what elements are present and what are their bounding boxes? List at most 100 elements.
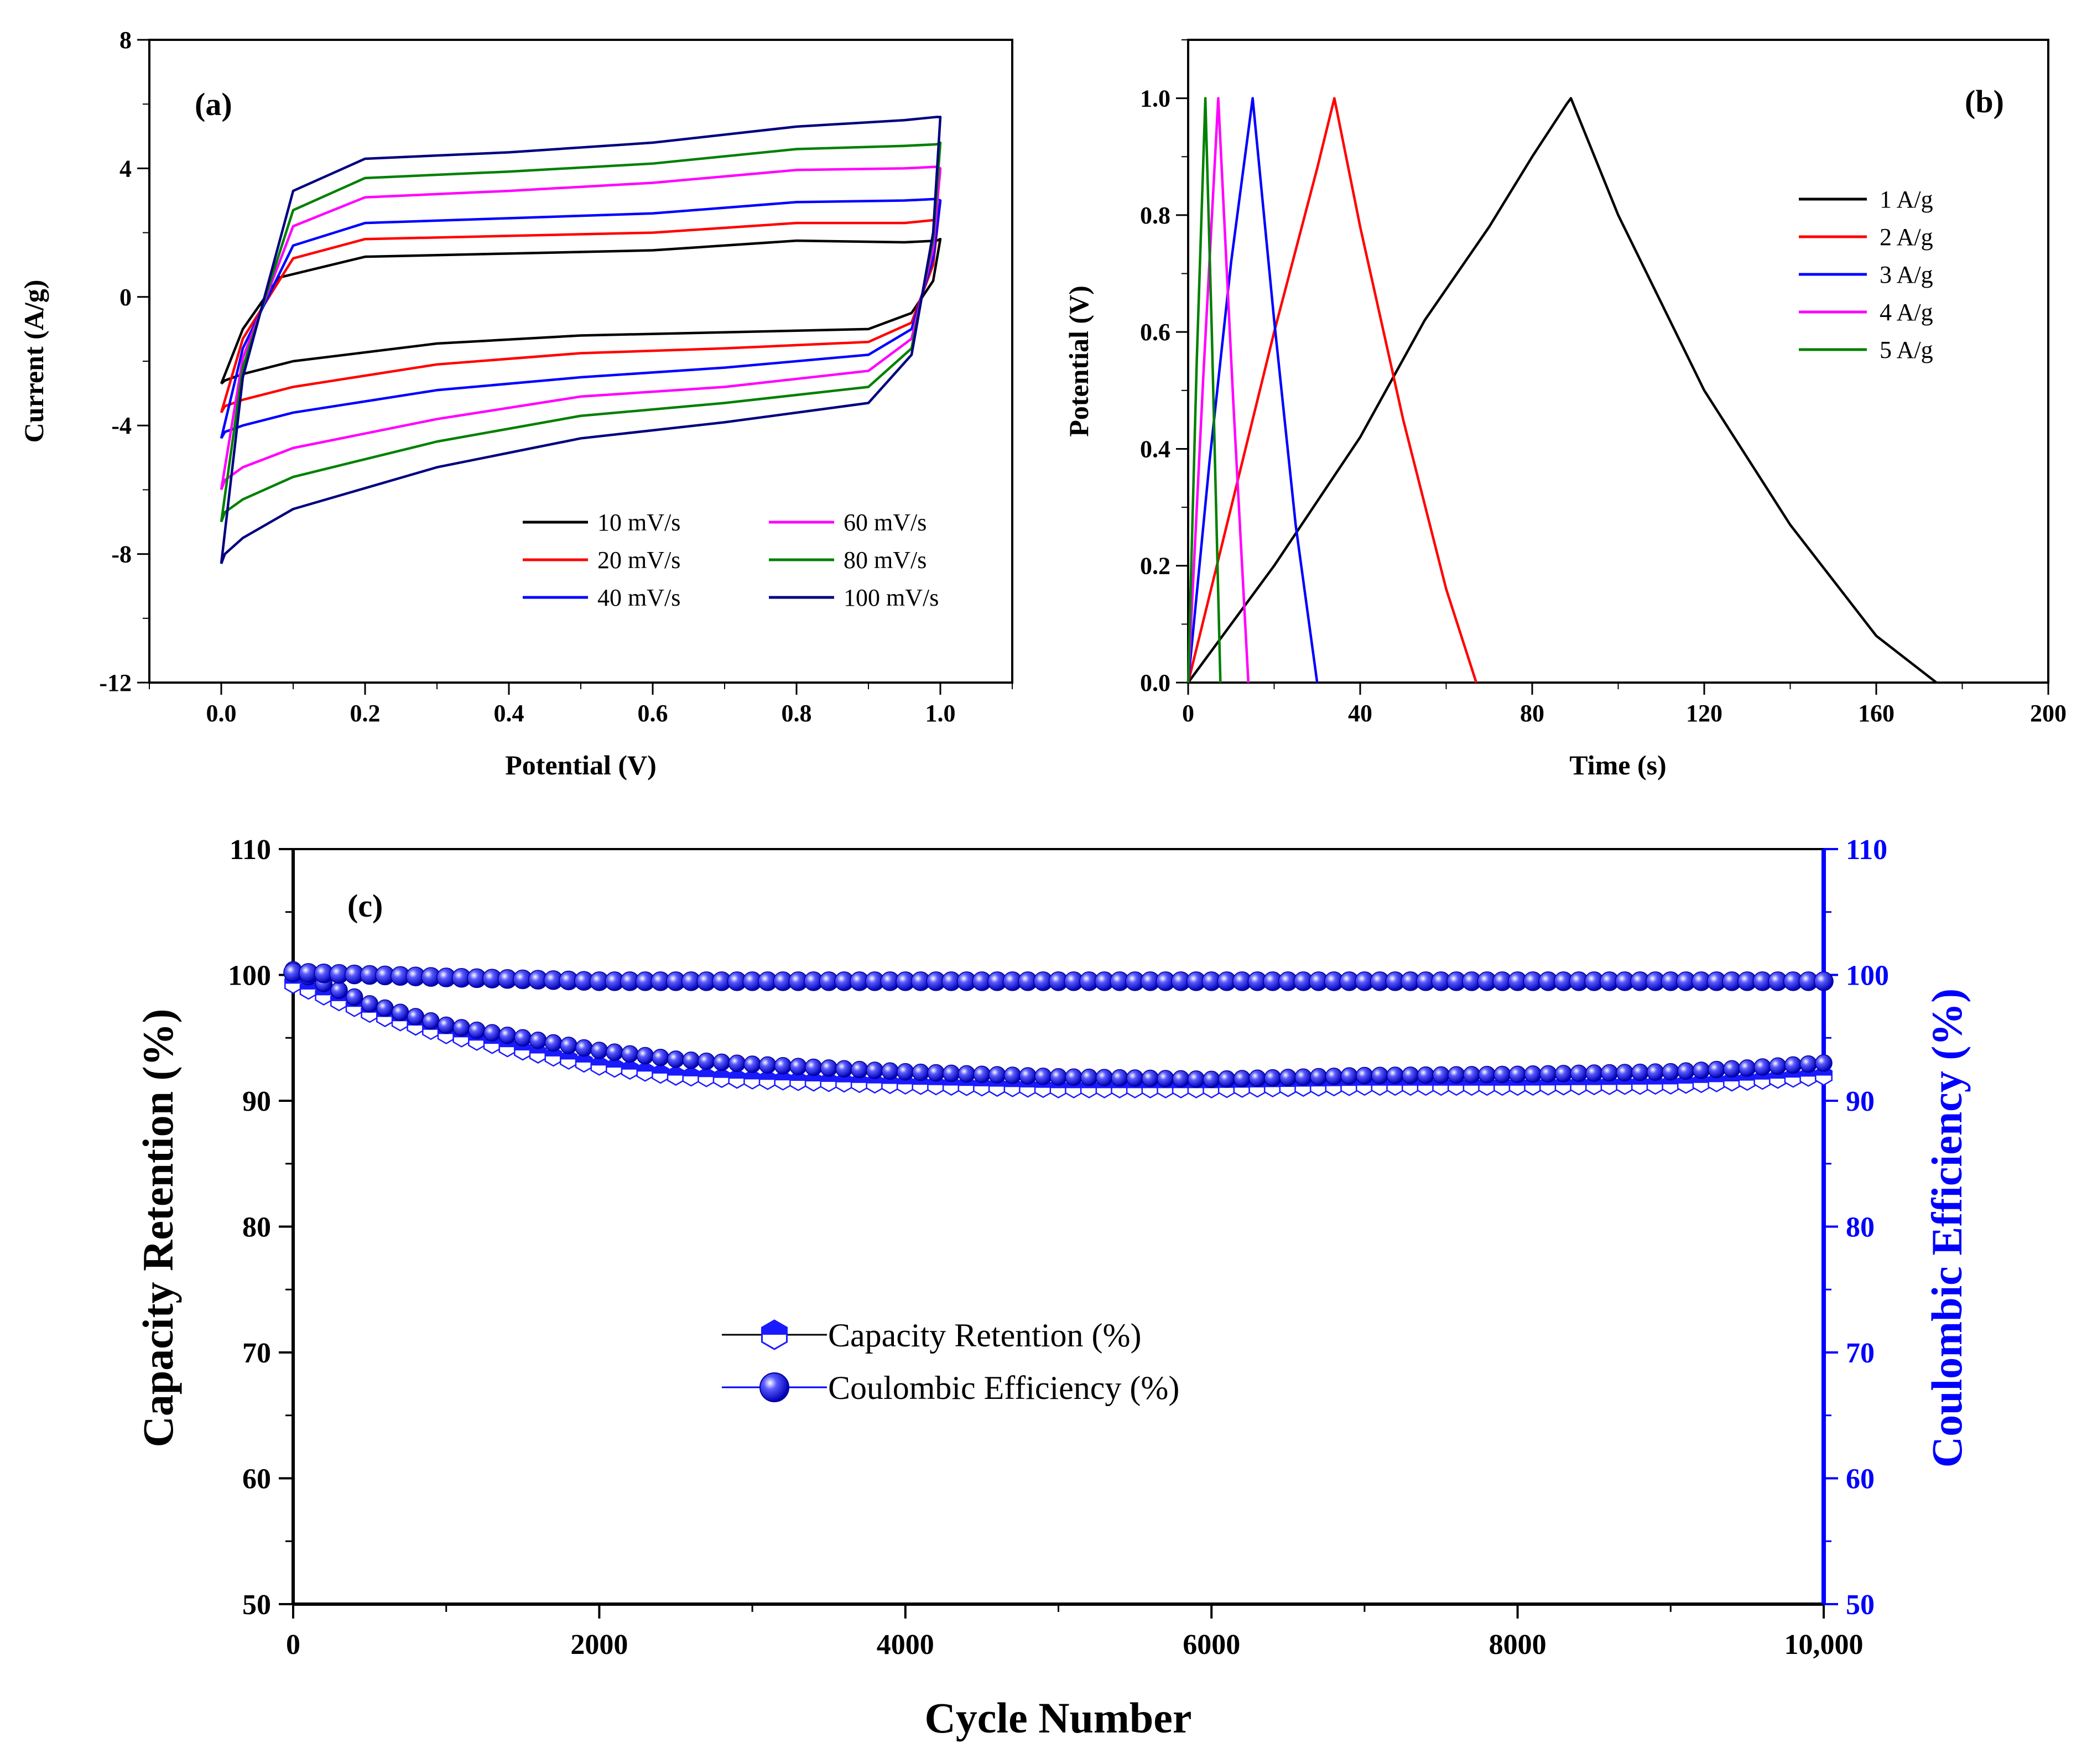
- panel-c-legend-sphere-marker: [759, 1372, 789, 1402]
- panel-c-left-axis-title: Capacity Retention (%): [134, 1009, 182, 1448]
- overlay-series-marker: [452, 1019, 471, 1037]
- overlay-series-marker: [1616, 1064, 1634, 1081]
- overlay-series-marker: [1080, 1068, 1098, 1086]
- overlay-series-marker: [1478, 1065, 1496, 1084]
- overlay-series-marker: [590, 1042, 608, 1059]
- overlay-series-marker: [820, 1059, 838, 1077]
- overlay-series-marker: [1203, 1070, 1220, 1089]
- overlay-series-marker: [774, 1057, 792, 1075]
- overlay-series-marker: [1417, 1066, 1435, 1084]
- panel-a-y-tick-label: 8: [119, 27, 132, 54]
- panel-a-y-tick-label: -8: [111, 541, 132, 568]
- overlay-series-marker: [1448, 1066, 1465, 1084]
- panel-c-right-y-tick-label: 50: [1846, 1589, 1875, 1621]
- overlay-series-marker: [1723, 1060, 1741, 1078]
- panel-c-right-y-tick-label: 80: [1846, 1212, 1875, 1243]
- overlay-series-marker: [1738, 1059, 1756, 1077]
- panel-a-x-tick-label: 1.0: [925, 700, 956, 727]
- panel-b-series-5-a-g: [1186, 97, 1222, 683]
- panel-b-legend-label: 2 A/g: [1880, 223, 1933, 251]
- capacity-retention-marker-fill: [698, 1068, 715, 1078]
- panel-b-x-tick-label: 0: [1182, 700, 1194, 727]
- panel-a-legend-label: 60 mV/s: [844, 509, 927, 536]
- panel-a-x-tick-label: 0.2: [350, 700, 381, 727]
- panel-b-series: [1186, 97, 1938, 684]
- overlay-series-marker: [1554, 1065, 1573, 1083]
- capacity-retention-marker-fill: [652, 1064, 669, 1074]
- panel-a-legend: 10 mV/s 20 mV/s 40 mV/s 60 mV/s 80 mV/s 100 m…: [523, 509, 939, 611]
- overlay-series-marker: [743, 1055, 761, 1073]
- panel-c-background: [124, 798, 1985, 1748]
- panel-b-y-tick-label: 0.0: [1140, 669, 1170, 696]
- overlay-series-marker: [498, 1026, 517, 1044]
- panel-a-y-tick-label: -4: [111, 412, 132, 439]
- overlay-series-marker: [560, 1037, 577, 1054]
- overlay-series-marker: [682, 1051, 700, 1069]
- panel-c-x-tick-label: 2000: [570, 1629, 628, 1661]
- panel-c-right-y-tick-label: 70: [1846, 1338, 1875, 1369]
- panel-b-series-1-a-g: [1187, 97, 1938, 684]
- capacity-retention-marker-fill: [714, 1068, 730, 1078]
- overlay-series-marker: [1126, 1069, 1144, 1087]
- overlay-series-marker: [422, 1012, 440, 1030]
- panel-a-legend-label: 20 mV/s: [597, 547, 680, 574]
- panel-c-left-y-tick-label: 90: [242, 1086, 271, 1117]
- panel-b-x-tick-label: 40: [1348, 700, 1372, 727]
- overlay-series-marker: [973, 1065, 991, 1083]
- capacity-retention-marker-fill: [668, 1066, 684, 1076]
- overlay-series-marker: [345, 988, 363, 1006]
- panel-b-series-2-a-g: [1186, 97, 1478, 683]
- overlay-series-marker: [1294, 1068, 1312, 1086]
- overlay-series-marker: [1753, 1058, 1772, 1076]
- panel-c-left-y-tick-label: 100: [228, 960, 271, 992]
- panel-a-x-tick-label: 0.0: [206, 700, 237, 727]
- panel-b-label: (b): [1965, 84, 2004, 119]
- overlay-series-marker: [391, 1003, 409, 1022]
- overlay-series-marker: [667, 1050, 685, 1068]
- overlay-series-marker: [1692, 1061, 1710, 1079]
- panel-a-legend-label: 100 mV/s: [844, 584, 939, 611]
- overlay-series-marker: [1310, 1068, 1328, 1086]
- overlay-series-marker: [1463, 1066, 1481, 1084]
- panel-b-legend: 1 A/g 2 A/g 3 A/g 4 A/g 5 A/g: [1799, 186, 1933, 363]
- panel-c-ticks: 0 2000 4000 6000 8000 10,000 50 50 60 60 70 70 80 80 9…: [228, 834, 1889, 1661]
- overlay-series-marker: [1769, 1057, 1787, 1075]
- overlay-series-marker: [1340, 1067, 1358, 1085]
- panel-c-x-tick-label: 4000: [877, 1629, 934, 1661]
- panel-a-y-tick-label: -12: [99, 669, 132, 696]
- panel-c-x-tick-label: 0: [286, 1629, 300, 1661]
- overlay-series-marker: [544, 1034, 563, 1052]
- panel-c-label: (c): [347, 888, 383, 924]
- panel-c-legend-label: Capacity Retention (%): [828, 1317, 1141, 1354]
- overlay-series-marker: [1432, 1066, 1450, 1084]
- overlay-series-marker: [1279, 1069, 1297, 1086]
- panel-b-x-axis-title: Time (s): [1569, 750, 1666, 780]
- panel-a-series-60-mv-s: [220, 165, 942, 491]
- overlay-series-marker: [927, 1064, 945, 1082]
- capacity-retention-marker-fill: [744, 1070, 761, 1080]
- overlay-series-marker: [1815, 1054, 1833, 1072]
- panel-b-x-tick-label: 80: [1520, 700, 1544, 727]
- overlay-series-marker: [330, 981, 348, 1000]
- panel-c-legend-label: Coulombic Efficiency (%): [828, 1370, 1179, 1406]
- overlay-series-marker: [1493, 1065, 1511, 1084]
- overlay-series-marker: [437, 1016, 455, 1034]
- overlay-series-marker: [1600, 1064, 1618, 1082]
- panel-c-x-tick-label: 6000: [1183, 1629, 1240, 1661]
- overlay-series-marker: [1402, 1066, 1419, 1084]
- panel-b-y-tick-label: 1.0: [1140, 85, 1170, 112]
- overlay-series-marker: [483, 1024, 501, 1042]
- panel-b-y-axis-title: Potential (V): [1063, 285, 1094, 437]
- capacity-retention-marker-fill: [591, 1056, 608, 1066]
- panel-b-y-tick-label: 0.2: [1140, 553, 1170, 580]
- overlay-series-marker: [1524, 1065, 1542, 1083]
- panel-c-right-y-tick-label: 60: [1846, 1464, 1875, 1495]
- overlay-series-marker: [897, 1063, 914, 1081]
- panel-a-legend-label: 80 mV/s: [844, 547, 927, 574]
- overlay-series-marker: [1218, 1070, 1236, 1088]
- overlay-series-marker: [866, 1061, 884, 1079]
- overlay-series-marker: [606, 1043, 623, 1061]
- overlay-series-marker: [728, 1054, 746, 1072]
- panel-a-y-tick-label: 4: [119, 155, 132, 182]
